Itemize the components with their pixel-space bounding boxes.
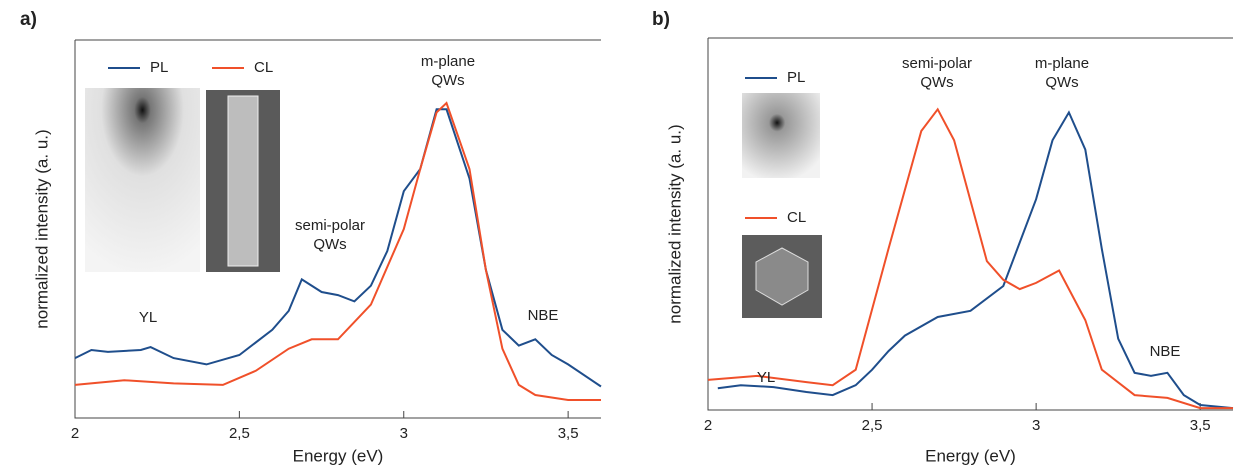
x-tick-label: 3,5 — [558, 425, 579, 442]
annotation: m-plane — [421, 53, 475, 70]
x-tick-label: 2,5 — [229, 425, 250, 442]
annotation: QWs — [1045, 74, 1078, 91]
x-tick-label: 2 — [704, 417, 712, 434]
sem-rod — [227, 95, 259, 267]
x-tick-label: 2 — [71, 425, 79, 442]
annotation: QWs — [920, 74, 953, 91]
annotation: semi-polar — [295, 217, 365, 234]
x-axis-label: Energy (eV) — [925, 446, 1016, 465]
annotation: NBE — [1150, 343, 1181, 360]
annotation: YL — [139, 309, 157, 326]
spectrum-line — [707, 107, 1233, 410]
annotation: m-plane — [1035, 55, 1089, 72]
x-tick-label: 3 — [400, 425, 408, 442]
annotation: semi-polar — [902, 55, 972, 72]
spectrum-line — [717, 110, 1234, 410]
annotation: NBE — [528, 307, 559, 324]
x-tick-label: 3,5 — [1190, 417, 1211, 434]
x-tick-label: 2,5 — [862, 417, 883, 434]
spectrum-line — [74, 108, 602, 388]
legend-label: CL — [787, 209, 806, 226]
spectrum-line — [74, 101, 601, 401]
x-axis-label: Energy (eV) — [293, 446, 384, 465]
panel-label: b) — [652, 9, 670, 30]
sem-hexagon — [755, 247, 809, 306]
x-tick-label: 3 — [1032, 417, 1040, 434]
pl-map-inset — [742, 93, 820, 178]
annotation: QWs — [431, 72, 464, 89]
pl-map-inset — [85, 88, 200, 272]
panel-label: a) — [20, 9, 37, 30]
annotation: YL — [757, 369, 775, 386]
legend-label: PL — [150, 59, 168, 76]
y-axis-label: normalized intensity (a. u.) — [32, 129, 51, 328]
legend-label: PL — [787, 69, 805, 86]
y-axis-label: normalized intensity (a. u.) — [665, 124, 684, 323]
legend-label: CL — [254, 59, 273, 76]
annotation: QWs — [313, 236, 346, 253]
